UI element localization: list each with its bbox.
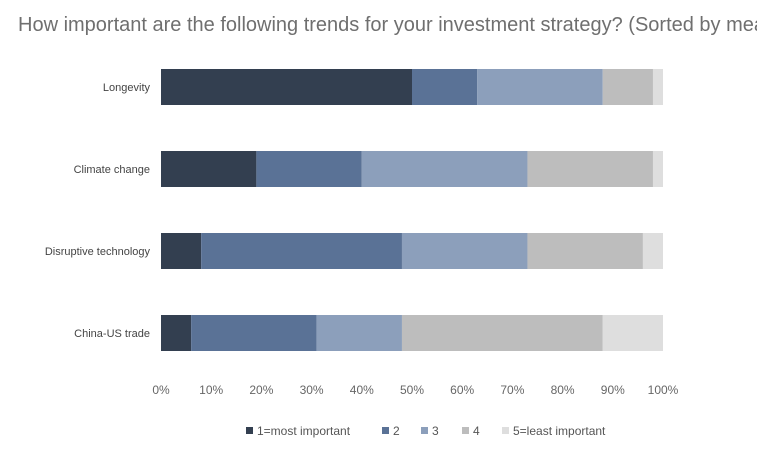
bar-segment bbox=[316, 315, 402, 351]
bar-segment bbox=[191, 315, 317, 351]
bar-segment bbox=[652, 151, 663, 187]
bar-segment bbox=[652, 69, 663, 105]
x-tick-label: 10% bbox=[199, 383, 223, 397]
legend-swatch bbox=[462, 427, 469, 434]
category-label: Longevity bbox=[103, 82, 151, 94]
chart-title: How important are the following trends f… bbox=[18, 14, 757, 36]
x-tick-label: 20% bbox=[249, 383, 273, 397]
bar-segment bbox=[401, 315, 603, 351]
category-label: Climate change bbox=[74, 164, 150, 176]
bar-segment bbox=[161, 69, 412, 105]
legend-label: 3 bbox=[432, 424, 439, 438]
bar-segment bbox=[401, 233, 528, 269]
bar-segment bbox=[527, 233, 643, 269]
legend-label: 4 bbox=[473, 424, 480, 438]
x-tick-label: 30% bbox=[300, 383, 324, 397]
bar-segment bbox=[201, 233, 402, 269]
legend-swatch bbox=[502, 427, 509, 434]
legend-swatch bbox=[382, 427, 389, 434]
bar-segment bbox=[161, 233, 202, 269]
x-tick-label: 100% bbox=[648, 383, 679, 397]
legend-label: 1=most important bbox=[257, 424, 351, 438]
bar-segment bbox=[602, 315, 663, 351]
x-tick-label: 60% bbox=[450, 383, 474, 397]
bar-segment bbox=[361, 151, 528, 187]
bar-segment bbox=[477, 69, 603, 105]
x-tick-label: 40% bbox=[350, 383, 374, 397]
bar-segment bbox=[642, 233, 663, 269]
bar-segment bbox=[256, 151, 362, 187]
x-tick-label: 0% bbox=[152, 383, 170, 397]
x-tick-label: 50% bbox=[400, 383, 424, 397]
legend-swatch bbox=[421, 427, 428, 434]
x-tick-label: 70% bbox=[500, 383, 524, 397]
x-tick-label: 80% bbox=[551, 383, 575, 397]
x-tick-label: 90% bbox=[601, 383, 625, 397]
bar-segment bbox=[161, 315, 192, 351]
category-label: Disruptive technology bbox=[45, 246, 151, 258]
bar-segment bbox=[412, 69, 478, 105]
category-label: China-US trade bbox=[74, 328, 150, 340]
bar-segment bbox=[527, 151, 653, 187]
legend-label: 5=least important bbox=[513, 424, 606, 438]
legend-swatch bbox=[246, 427, 253, 434]
legend-label: 2 bbox=[393, 424, 400, 438]
bar-segment bbox=[602, 69, 653, 105]
bar-segment bbox=[161, 151, 257, 187]
